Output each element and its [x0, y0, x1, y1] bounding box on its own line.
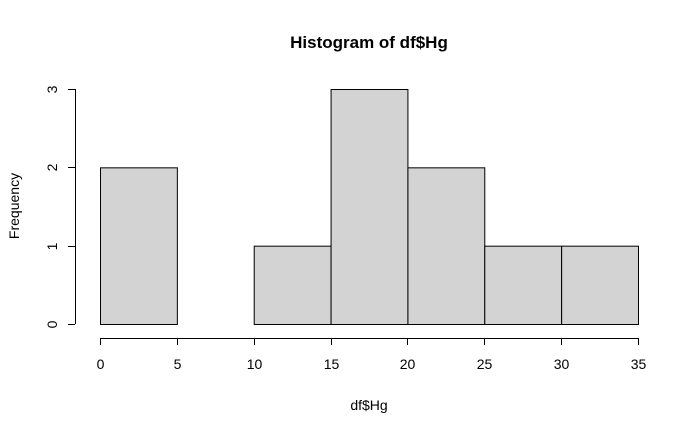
x-tick-label-3: 15: [324, 356, 340, 372]
histogram-bar-4: [407, 167, 486, 325]
y-tick-label-0: 0: [44, 320, 60, 328]
histogram-bar-5: [484, 245, 563, 326]
histogram-bar-0: [100, 167, 178, 325]
x-tick-label-4: 20: [400, 356, 416, 372]
y-axis: 0 1 2 3: [44, 85, 76, 328]
x-tick-label-0: 0: [97, 356, 105, 372]
x-tick-label-6: 30: [554, 356, 570, 372]
x-axis: 0 5 10 15 20 25 30 35: [97, 338, 647, 372]
x-tick-label-5: 25: [477, 356, 493, 372]
histogram-bar-3: [330, 89, 409, 325]
y-tick-label-3: 3: [44, 85, 60, 93]
histogram-bar-2: [253, 245, 332, 326]
y-tick-label-1: 1: [44, 242, 60, 250]
y-tick-label-2: 2: [44, 163, 60, 171]
x-tick-label-2: 10: [247, 356, 263, 372]
y-axis-label: Frequency: [6, 173, 22, 239]
x-tick-label-1: 5: [174, 356, 182, 372]
histogram-bar-6: [561, 245, 640, 326]
x-tick-label-7: 35: [631, 356, 647, 372]
x-axis-label: df$Hg: [350, 397, 387, 413]
bars-group: [100, 89, 640, 326]
chart-title: Histogram of df$Hg: [290, 33, 448, 52]
